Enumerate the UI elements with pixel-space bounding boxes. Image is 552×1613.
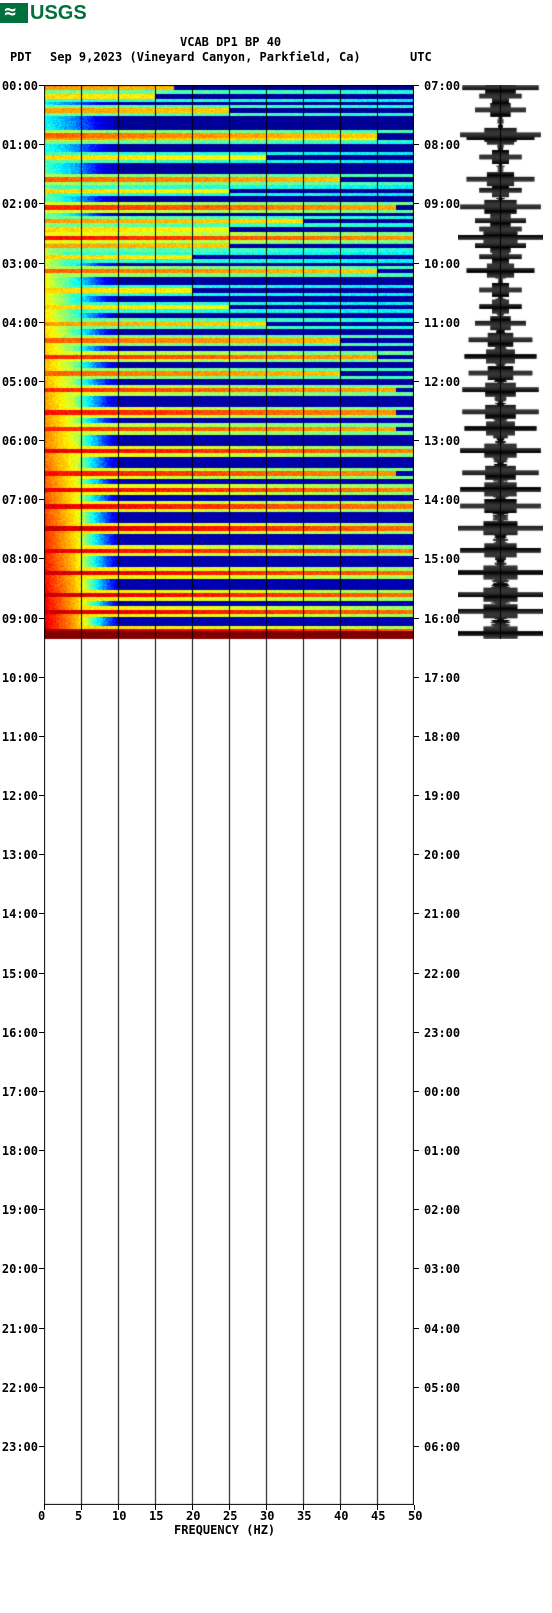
chart-title-station: VCAB DP1 BP 40 [180,35,281,49]
tick-label: 17:00 [424,671,460,685]
tick-label: 20:00 [2,1262,38,1276]
tick-label: 23:00 [424,1026,460,1040]
tick-label: 45 [371,1509,385,1523]
tick-label: 25 [223,1509,237,1523]
tick-label: 22:00 [2,1381,38,1395]
usgs-logo: USGS [0,2,87,24]
tick-label: 14:00 [424,493,460,507]
tick-label: 03:00 [2,257,38,271]
tick-label: 10:00 [2,671,38,685]
tick-label: 09:00 [424,197,460,211]
tick-label: 21:00 [424,907,460,921]
tick-label: 02:00 [2,197,38,211]
title-date-location: Sep 9,2023 (Vineyard Canyon, Parkfield, … [50,50,361,64]
tick-label: 19:00 [2,1203,38,1217]
tick-label: 01:00 [424,1144,460,1158]
tick-label: 23:00 [2,1440,38,1454]
tick-label: 13:00 [2,848,38,862]
tick-label: 14:00 [2,907,38,921]
tick-label: 15:00 [2,967,38,981]
tick-label: 04:00 [424,1322,460,1336]
tick-label: 06:00 [2,434,38,448]
x-axis-label: FREQUENCY (HZ) [174,1523,275,1537]
tick-label: 07:00 [424,79,460,93]
tick-label: 30 [260,1509,274,1523]
tick-label: 40 [334,1509,348,1523]
tick-label: 0 [38,1509,45,1523]
tick-label: 06:00 [424,1440,460,1454]
tick-label: 11:00 [2,730,38,744]
tick-label: 16:00 [2,1026,38,1040]
tick-label: 01:00 [2,138,38,152]
tick-label: 12:00 [2,789,38,803]
spectrogram-plot [44,85,414,1505]
tick-label: 03:00 [424,1262,460,1276]
tick-label: 04:00 [2,316,38,330]
tick-label: 20:00 [424,848,460,862]
tick-label: 09:00 [2,612,38,626]
title-tz-right: UTC [410,50,432,64]
usgs-logo-text: USGS [30,2,87,25]
tick-label: 17:00 [2,1085,38,1099]
seismogram-waveform [458,85,543,639]
tick-label: 20 [186,1509,200,1523]
tick-label: 21:00 [2,1322,38,1336]
tick-label: 16:00 [424,612,460,626]
tick-label: 35 [297,1509,311,1523]
title-tz-left: PDT [10,50,32,64]
tick-label: 07:00 [2,493,38,507]
tick-label: 12:00 [424,375,460,389]
tick-label: 05:00 [424,1381,460,1395]
tick-label: 10:00 [424,257,460,271]
tick-label: 18:00 [424,730,460,744]
tick-label: 15:00 [424,552,460,566]
tick-label: 10 [112,1509,126,1523]
usgs-wave-icon [0,3,28,23]
tick-label: 22:00 [424,967,460,981]
tick-label: 05:00 [2,375,38,389]
tick-label: 00:00 [424,1085,460,1099]
tick-label: 13:00 [424,434,460,448]
tick-label: 02:00 [424,1203,460,1217]
tick-label: 19:00 [424,789,460,803]
tick-label: 50 [408,1509,422,1523]
tick-label: 15 [149,1509,163,1523]
tick-label: 00:00 [2,79,38,93]
tick-label: 08:00 [424,138,460,152]
tick-label: 11:00 [424,316,460,330]
tick-label: 18:00 [2,1144,38,1158]
tick-label: 08:00 [2,552,38,566]
tick-label: 5 [75,1509,82,1523]
